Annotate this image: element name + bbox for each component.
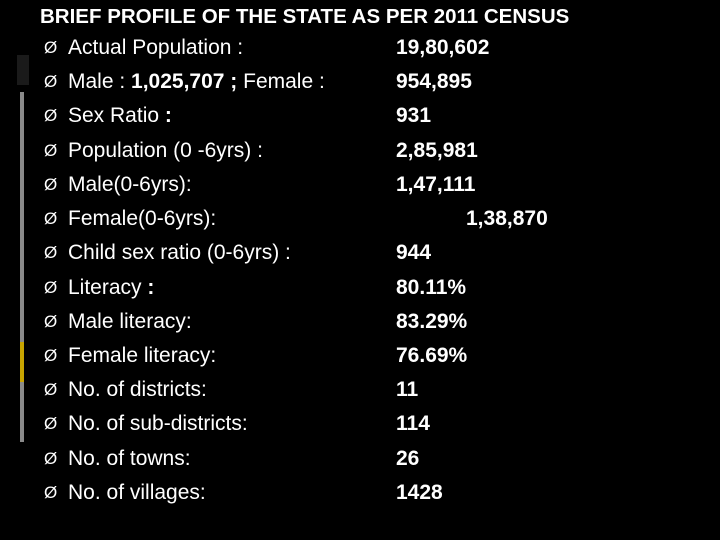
item-value: 954,895 <box>396 70 472 93</box>
arrow-bullet-icon: Ø <box>44 106 58 125</box>
arrow-bullet-icon: Ø <box>44 243 58 262</box>
item-label: Child sex ratio (0-6yrs) : <box>68 241 291 264</box>
list-item-sex-ratio: Ø Sex Ratio : 931 <box>40 100 710 132</box>
arrow-bullet-icon: Ø <box>44 38 58 57</box>
item-label-bold-part: : <box>147 276 155 299</box>
item-label: Male(0-6yrs): <box>68 173 192 196</box>
arrow-bullet-icon: Ø <box>44 141 58 160</box>
slide-title: BRIEF PROFILE OF THE STATE AS PER 2011 C… <box>40 5 570 28</box>
item-label: Actual Population : <box>68 36 244 59</box>
item-label: Female(0-6yrs): <box>68 207 217 230</box>
item-value: 80.11% <box>396 276 467 299</box>
item-value: 76.69% <box>396 344 468 367</box>
list-item-child-sex-ratio: Ø Child sex ratio (0-6yrs) : 944 <box>40 237 710 269</box>
item-value: 944 <box>396 241 432 264</box>
item-label: Female literacy: <box>68 344 217 367</box>
list-item-female-literacy: Ø Female literacy: 76.69% <box>40 340 710 372</box>
item-label: No. of towns: <box>68 447 191 470</box>
item-value: 1,38,870 <box>466 207 548 230</box>
list-item-literacy: Ø Literacy : 80.11% <box>40 272 710 304</box>
list-item-actual-population: Ø Actual Population : 19,80,602 <box>40 32 710 64</box>
arrow-bullet-icon: Ø <box>44 278 58 297</box>
arrow-bullet-icon: Ø <box>44 312 58 331</box>
item-label-bold-part: 1,025,707 ; <box>131 70 238 93</box>
item-label-part: Literacy <box>68 276 148 299</box>
item-value: 19,80,602 <box>396 36 490 59</box>
list-item-sub-districts: Ø No. of sub-districts: 114 <box>40 408 710 440</box>
list-item-male-0-6: Ø Male(0-6yrs): 1,47,111 <box>40 169 710 201</box>
item-value: 26 <box>396 447 420 470</box>
item-label: Literacy : <box>68 272 154 304</box>
item-label-part: Sex Ratio <box>68 104 165 127</box>
item-value: 2,85,981 <box>396 139 478 162</box>
item-value: 1428 <box>396 481 443 504</box>
strip-yellow-accent <box>20 342 24 382</box>
left-decorative-strip <box>0 0 30 540</box>
arrow-bullet-icon: Ø <box>44 175 58 194</box>
arrow-bullet-icon: Ø <box>44 346 58 365</box>
item-label: No. of sub-districts: <box>68 412 248 435</box>
arrow-bullet-icon: Ø <box>44 209 58 228</box>
content-area <box>30 0 720 540</box>
strip-dark-block <box>17 55 29 85</box>
item-label: Population (0 -6yrs) : <box>68 139 263 162</box>
arrow-bullet-icon: Ø <box>44 414 58 433</box>
item-value: 114 <box>396 412 430 435</box>
item-label: No. of districts: <box>68 378 207 401</box>
list-item-male-female: Ø Male : 1,025,707 ; Female : 954,895 <box>40 66 710 98</box>
item-label-part: Female : <box>237 70 325 93</box>
item-value: 1,47,111 <box>396 173 476 196</box>
list-item-districts: Ø No. of districts: 11 <box>40 374 710 406</box>
item-label: No. of villages: <box>68 481 206 504</box>
arrow-bullet-icon: Ø <box>44 380 58 399</box>
arrow-bullet-icon: Ø <box>44 483 58 502</box>
strip-gray-line-lower <box>20 382 24 442</box>
list-item-villages: Ø No. of villages: 1428 <box>40 477 710 509</box>
list-item-towns: Ø No. of towns: 26 <box>40 443 710 475</box>
item-label: Male literacy: <box>68 310 192 333</box>
strip-gray-line <box>20 92 24 342</box>
list-item-female-0-6: Ø Female(0-6yrs): 1,38,870 <box>40 203 710 235</box>
item-label: Male : 1,025,707 ; Female : <box>68 66 325 98</box>
arrow-bullet-icon: Ø <box>44 72 58 91</box>
item-label: Sex Ratio : <box>68 100 172 132</box>
list-item-male-literacy: Ø Male literacy: 83.29% <box>40 306 710 338</box>
item-label-bold-part: : <box>164 104 172 127</box>
item-value: 11 <box>396 378 419 401</box>
item-label-part: Male : <box>68 70 132 93</box>
list-item-population-0-6: Ø Population (0 -6yrs) : 2,85,981 <box>40 135 710 167</box>
item-value: 931 <box>396 104 432 127</box>
arrow-bullet-icon: Ø <box>44 449 58 468</box>
item-value: 83.29% <box>396 310 468 333</box>
